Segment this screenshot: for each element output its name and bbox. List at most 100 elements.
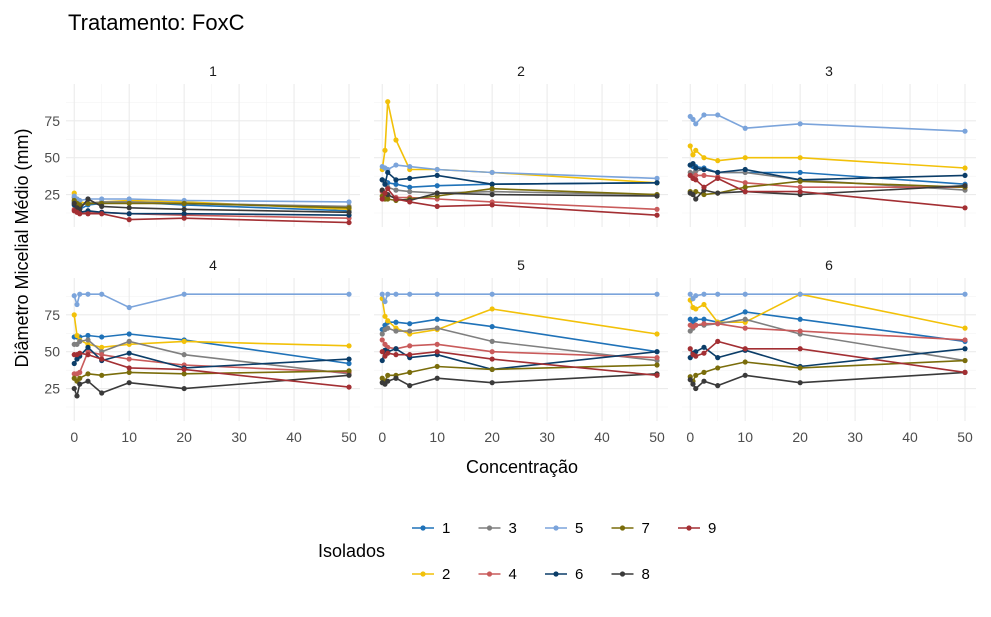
series-9	[71, 208, 352, 226]
data-point	[99, 352, 105, 358]
data-point	[346, 356, 352, 362]
y-tick-label: 25	[44, 187, 60, 203]
data-point	[181, 206, 187, 212]
data-point	[85, 378, 91, 384]
data-point	[126, 350, 132, 356]
data-point	[393, 328, 399, 334]
data-point	[407, 291, 413, 297]
data-point	[489, 191, 495, 198]
data-point	[742, 372, 748, 378]
data-point	[715, 383, 721, 389]
chart-title: Tratamento: FoxC	[68, 10, 245, 35]
data-point	[434, 325, 440, 331]
data-point	[687, 346, 693, 352]
x-tick-label: 30	[539, 429, 555, 445]
data-point	[382, 147, 388, 153]
data-point	[407, 321, 413, 327]
gridlines	[682, 84, 976, 227]
data-point	[126, 211, 132, 217]
data-point	[379, 291, 385, 297]
data-point	[77, 369, 83, 375]
data-point	[385, 318, 391, 324]
data-point	[74, 301, 80, 308]
data-point	[393, 375, 399, 381]
data-point	[962, 369, 968, 375]
data-point	[385, 350, 391, 356]
data-point	[489, 181, 495, 187]
panel-4: 4	[66, 257, 360, 421]
data-point	[434, 190, 440, 196]
data-point	[393, 291, 399, 297]
x-tick-label: 40	[286, 429, 302, 445]
data-point	[126, 338, 132, 344]
x-tick-label: 30	[231, 429, 247, 445]
data-point	[701, 191, 707, 198]
legend-item-1: 1	[412, 520, 450, 537]
data-point	[393, 196, 399, 202]
x-tick-label: 0	[378, 429, 386, 445]
data-point	[742, 189, 748, 195]
data-point	[962, 165, 968, 171]
legend-key-point	[486, 525, 493, 531]
legend-item-9: 9	[678, 520, 716, 537]
legend-label: 3	[509, 520, 517, 537]
legend-item-4: 4	[478, 566, 517, 583]
data-point	[393, 352, 399, 358]
data-point	[126, 304, 132, 311]
data-point	[693, 372, 699, 378]
data-point	[742, 155, 748, 161]
panel-3: 3	[682, 63, 976, 227]
data-point	[693, 121, 699, 127]
legend-key-point	[553, 525, 559, 531]
data-point	[126, 205, 132, 211]
y-axis-title: Diâmetro Micelial Médio (mm)	[12, 128, 32, 367]
data-point	[701, 291, 707, 297]
data-point	[434, 375, 440, 381]
data-point	[715, 112, 721, 118]
x-tick-label: 50	[341, 429, 357, 445]
data-point	[489, 306, 495, 312]
data-point	[489, 169, 495, 176]
data-point	[99, 334, 105, 340]
series-8	[71, 196, 352, 215]
legend-label: 7	[642, 520, 650, 537]
data-point	[85, 337, 91, 343]
data-point	[693, 353, 699, 359]
x-tick-label: 50	[957, 429, 973, 445]
data-point	[742, 325, 748, 331]
data-point	[393, 137, 399, 143]
data-point	[797, 346, 803, 352]
data-point	[385, 378, 391, 384]
data-point	[379, 177, 385, 183]
data-point	[690, 381, 696, 387]
x-tick-label: 10	[121, 429, 137, 445]
data-point	[690, 161, 696, 167]
data-point	[181, 215, 187, 221]
data-point	[962, 172, 968, 179]
data-point	[77, 381, 83, 387]
data-point	[742, 125, 748, 131]
data-point	[489, 202, 495, 208]
series-9	[71, 350, 352, 390]
data-point	[379, 357, 385, 364]
data-point	[99, 203, 105, 209]
gridlines	[374, 84, 668, 227]
data-point	[407, 189, 413, 195]
series-6	[687, 161, 968, 183]
data-point	[85, 371, 91, 377]
data-point	[99, 196, 105, 202]
data-point	[797, 121, 803, 127]
legend-item-5: 5	[545, 520, 583, 537]
data-point	[346, 368, 352, 374]
data-point	[701, 112, 707, 118]
facet-panels: 1 2 3 4 5 6	[66, 63, 976, 421]
data-point	[85, 200, 91, 207]
legend-label: 5	[575, 520, 583, 537]
x-tick-label: 50	[649, 429, 665, 445]
series-9	[687, 338, 968, 375]
series-7	[71, 368, 352, 384]
data-point	[693, 165, 699, 171]
series-9	[687, 172, 968, 211]
data-point	[99, 211, 105, 217]
data-point	[797, 155, 803, 161]
